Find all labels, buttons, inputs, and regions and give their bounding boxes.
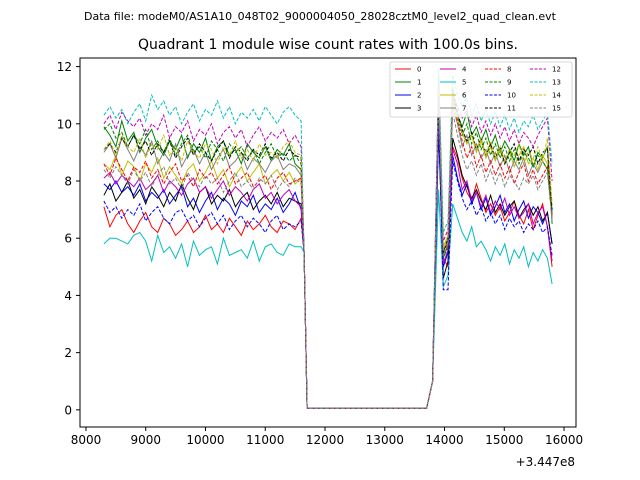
legend-box	[389, 61, 573, 118]
series-line-2	[103, 132, 553, 409]
chart-title: Quadrant 1 module wise count rates with …	[138, 37, 518, 53]
legend-label-13: 13	[552, 79, 561, 87]
x-tick-label: 8000	[71, 433, 102, 447]
legend-label-6: 6	[462, 92, 467, 100]
legend-label-9: 9	[507, 79, 511, 87]
legend-label-15: 15	[552, 105, 561, 113]
legend-label-4: 4	[462, 66, 467, 74]
legend-label-14: 14	[552, 92, 561, 100]
series-line-11	[103, 77, 553, 409]
legend-label-12: 12	[552, 66, 561, 74]
series-line-3	[103, 120, 553, 409]
x-offset-label: +3.447e8	[516, 455, 575, 469]
x-tick-label: 16000	[545, 433, 583, 447]
y-tick-label: 10	[57, 117, 72, 131]
x-tick-label: 9000	[130, 433, 161, 447]
legend-label-0: 0	[417, 66, 421, 74]
series-line-5	[103, 189, 553, 409]
y-tick-label: 2	[64, 346, 72, 360]
legend-label-5: 5	[462, 79, 466, 87]
series-line-15	[103, 97, 553, 409]
series-line-0	[103, 103, 553, 409]
series-line-4	[103, 115, 553, 409]
y-tick-label: 12	[57, 60, 72, 74]
legend-label-2: 2	[417, 92, 421, 100]
x-tick-label: 14000	[425, 433, 463, 447]
chart-suptitle: Data file: modeM0/AS1A10_048T02_90000040…	[84, 10, 557, 23]
y-tick-label: 6	[64, 232, 72, 246]
series-line-8	[103, 80, 553, 409]
x-tick-label: 13000	[366, 433, 404, 447]
series-line-10	[103, 118, 553, 409]
y-tick-label: 4	[64, 289, 72, 303]
legend-label-8: 8	[507, 66, 511, 74]
plot-area	[103, 69, 553, 409]
legend-label-7: 7	[462, 105, 466, 113]
x-tick-label: 12000	[306, 433, 344, 447]
legend-label-11: 11	[507, 105, 516, 113]
y-tick-label: 0	[64, 403, 72, 417]
x-tick-label: 10000	[186, 433, 224, 447]
series-line-12	[103, 72, 553, 409]
axes: 8000 9000 10000 11000 12000 13000 14000 15000 16…	[57, 60, 583, 447]
axes-frame	[79, 57, 577, 428]
legend-label-1: 1	[417, 79, 421, 87]
series-line-13	[103, 69, 553, 409]
legend-label-3: 3	[417, 105, 421, 113]
y-tick-label: 8	[64, 175, 72, 189]
series-line-14	[103, 86, 553, 409]
x-tick-label: 15000	[485, 433, 523, 447]
legend-label-10: 10	[507, 92, 516, 100]
x-tick-label: 11000	[246, 433, 284, 447]
